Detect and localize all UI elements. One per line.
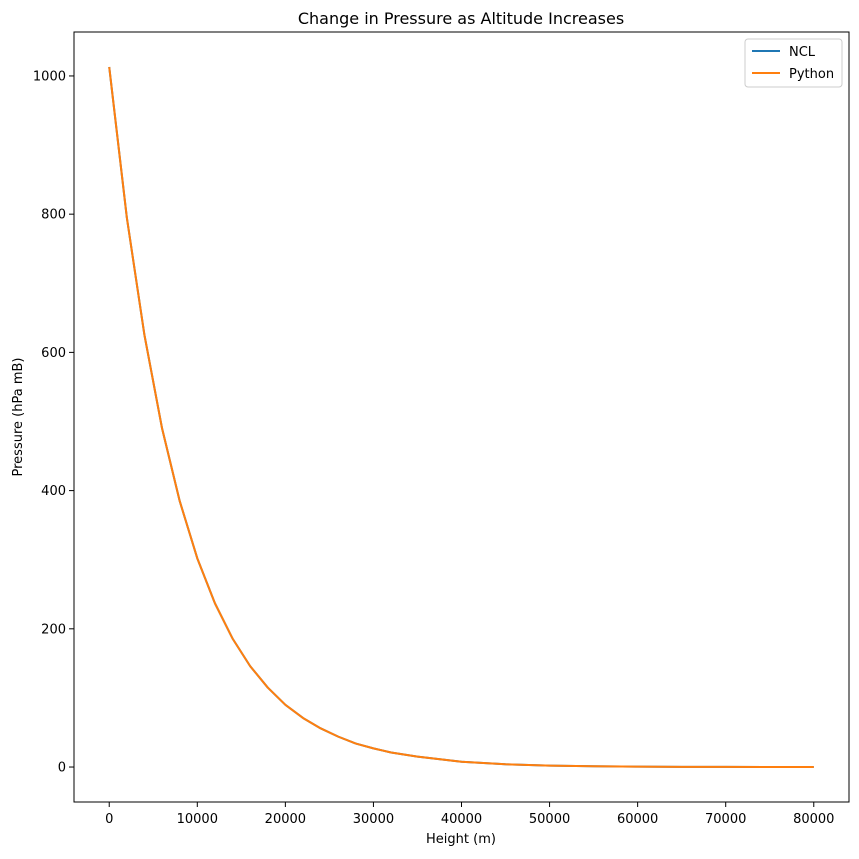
- x-axis-ticks: 0 10000 20000 30000 40000 50000 60000 70000 8000…: [105, 802, 834, 827]
- series-line-python: [108, 66, 814, 768]
- y-tick-label: 200: [41, 622, 66, 637]
- y-tick-label: 1000: [33, 69, 66, 84]
- plot-area: [108, 66, 814, 768]
- x-tick-label: 40000: [441, 812, 482, 827]
- x-tick-label: 50000: [529, 812, 570, 827]
- y-tick-label: 0: [58, 761, 66, 776]
- x-tick-label: 20000: [265, 812, 306, 827]
- y-axis-ticks: 0 200 400 600 800 1000: [33, 69, 74, 776]
- x-tick-label: 70000: [705, 812, 746, 827]
- x-tick-label: 10000: [177, 812, 218, 827]
- y-tick-label: 800: [41, 208, 66, 223]
- x-axis-label: Height (m): [426, 832, 496, 847]
- x-tick-label: 0: [105, 812, 113, 827]
- x-tick-label: 30000: [353, 812, 394, 827]
- y-tick-label: 600: [41, 346, 66, 361]
- legend-label-ncl: NCL: [789, 45, 816, 60]
- legend: NCL Python: [744, 38, 843, 88]
- x-tick-label: 60000: [617, 812, 658, 827]
- chart-title: Change in Pressure as Altitude Increases: [298, 9, 624, 28]
- y-axis-label: Pressure (hPa mB): [11, 358, 26, 477]
- x-tick-label: 80000: [793, 812, 834, 827]
- legend-label-python: Python: [789, 67, 834, 82]
- y-tick-label: 400: [41, 484, 66, 499]
